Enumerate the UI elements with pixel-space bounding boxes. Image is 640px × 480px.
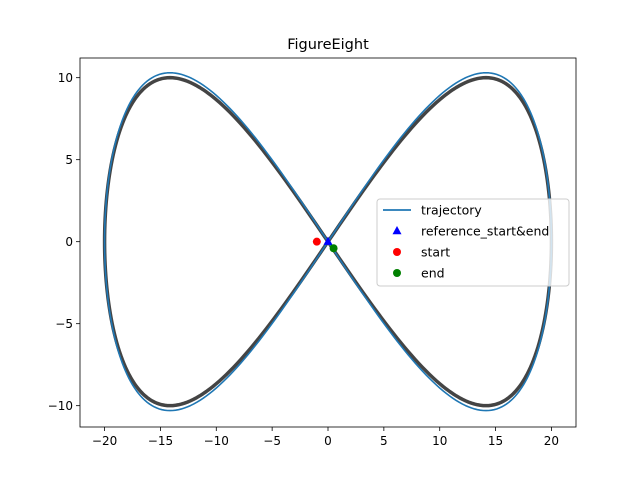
plot-markers-group <box>312 236 338 253</box>
x-tick-label: 15 <box>488 434 503 448</box>
legend-label: start <box>421 245 450 260</box>
x-tick-label: 20 <box>544 434 559 448</box>
y-tick-label: 10 <box>58 71 73 85</box>
x-tick-label: 5 <box>380 434 388 448</box>
legend-end-swatch <box>393 269 401 277</box>
y-axis: −10 −5 0 5 10 <box>48 71 80 413</box>
chart-title: FigureEight <box>287 37 369 53</box>
y-tick-label: 5 <box>65 153 73 167</box>
x-tick-label: 10 <box>432 434 447 448</box>
y-tick-label: 0 <box>65 235 73 249</box>
end-marker <box>329 244 338 253</box>
x-axis: −20 −15 −10 −5 0 5 10 15 20 <box>92 427 559 448</box>
x-tick-label: −20 <box>92 434 117 448</box>
legend-start-swatch <box>393 248 401 256</box>
legend-reference-swatch <box>392 226 402 235</box>
x-tick-label: −10 <box>204 434 229 448</box>
y-tick-label: −5 <box>55 317 73 331</box>
x-tick-label: 0 <box>324 434 332 448</box>
legend-frame <box>376 198 570 287</box>
legend-label: trajectory <box>421 203 482 218</box>
y-tick-label: −10 <box>48 399 73 413</box>
x-tick-label: −15 <box>148 434 173 448</box>
legend-label: reference_start&end <box>421 224 549 239</box>
legend-label: end <box>421 266 445 281</box>
reference-start-end-marker <box>323 236 333 245</box>
x-tick-label: −5 <box>263 434 281 448</box>
start-marker <box>312 237 321 246</box>
